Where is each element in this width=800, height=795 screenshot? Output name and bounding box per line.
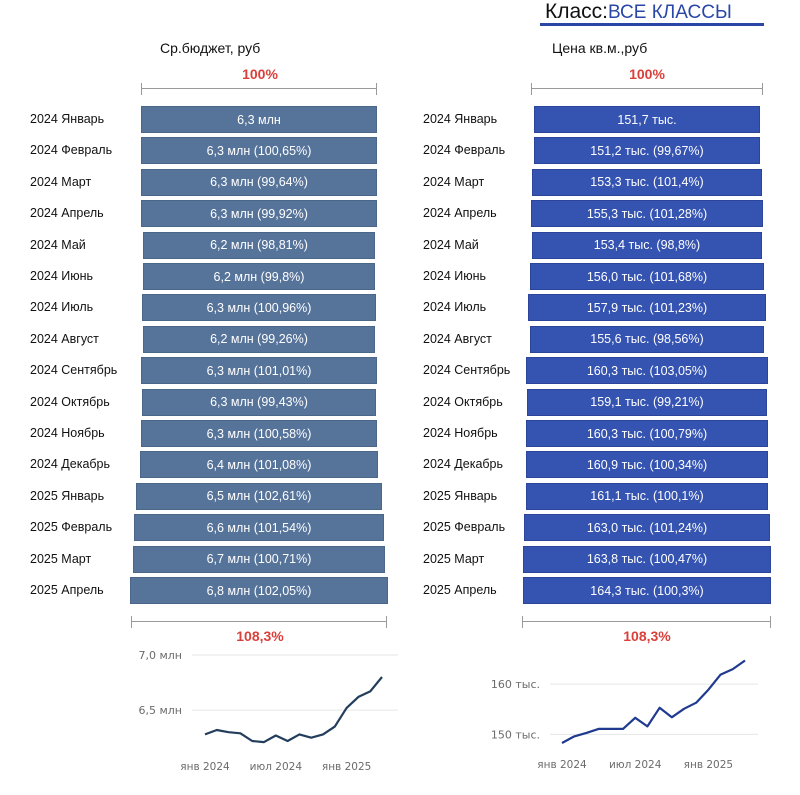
price-bar: 163,8 тыс. (100,47%) xyxy=(523,545,771,573)
price-bar: 153,3 тыс. (101,4%) xyxy=(532,168,762,196)
budget-bar: 6,4 млн (101,08%) xyxy=(139,451,379,479)
price-bar: 159,1 тыс. (99,21%) xyxy=(527,388,767,416)
price-bar: 160,3 тыс. (100,79%) xyxy=(526,420,768,447)
price-bar: 161,1 тыс. (100,1%) xyxy=(525,482,769,510)
budget-bar: 6,3 млн (100,65%) xyxy=(140,137,378,165)
y-tick-label: 150 тыс. xyxy=(491,728,540,741)
price-row-label: 2024 Октябрь xyxy=(423,394,503,409)
budget-row-label: 2024 Июль xyxy=(30,300,94,315)
price-row-label: 2025 Февраль xyxy=(423,520,506,535)
class-underline xyxy=(540,23,764,26)
budget-row-label: 2025 Апрель xyxy=(30,583,104,597)
budget-row-label: 2024 Февраль xyxy=(30,143,113,158)
x-tick-label: янв 2024 xyxy=(537,759,587,771)
budget-row-label: 2024 Март xyxy=(30,174,92,189)
price-row-label: 2025 Январь xyxy=(423,488,498,503)
budget-row-label: 2024 Апрель xyxy=(30,206,104,221)
x-tick-label: янв 2025 xyxy=(322,761,371,773)
budget-row-label: 2024 Июнь xyxy=(30,269,94,283)
class-filter[interactable]: Класс:ВСЕ КЛАССЫ xyxy=(545,0,732,24)
class-value[interactable]: ВСЕ КЛАССЫ xyxy=(608,2,732,23)
budget-line-chart: 6,5 млн 7,0 млн янв 2024 июл 2024 янв 2025 xyxy=(138,649,398,773)
budget-bar: 6,2 млн (99,26%) xyxy=(142,325,376,353)
series-line xyxy=(204,676,383,744)
budget-bar: 6,6 млн (101,54%) xyxy=(133,514,385,542)
budget-row-label: 2024 Ноябрь xyxy=(30,426,105,440)
budget-row-label: 2025 Январь xyxy=(30,488,105,503)
price-bar: 164,3 тыс. (100,3%) xyxy=(523,577,771,604)
budget-row-label: 2024 Август xyxy=(30,331,99,346)
budget-bar: 6,2 млн (98,81%) xyxy=(142,231,376,259)
price-bar: 153,4 тыс. (98,8%) xyxy=(532,231,762,259)
price-bar: 160,3 тыс. (103,05%) xyxy=(526,357,768,385)
price-line-chart: 150 тыс. 160 тыс. янв 2024 июл 2024 янв 2025 xyxy=(491,659,758,771)
price-bottom-range xyxy=(522,616,771,628)
price-bar: 151,7 тыс. xyxy=(533,106,761,133)
budget-title: Ср.бюджет, руб xyxy=(160,40,261,56)
budget-bar: 6,7 млн (100,71%) xyxy=(132,545,386,573)
price-row-label: 2024 Ноябрь xyxy=(423,426,498,440)
budget-row-label: 2024 Май xyxy=(30,237,86,252)
price-row-label: 2025 Апрель xyxy=(423,583,497,597)
price-top-range xyxy=(531,83,763,95)
budget-row-label: 2025 Февраль xyxy=(30,520,113,535)
price-row-label: 2024 Июнь xyxy=(423,269,487,283)
price-row-label: 2024 Сентябрь xyxy=(423,363,511,378)
price-row-label: 2024 Август xyxy=(423,331,492,346)
price-bottom-pct: 108,3% xyxy=(623,628,671,644)
price-bar: 163,0 тыс. (101,24%) xyxy=(524,514,770,542)
x-tick-label: янв 2024 xyxy=(180,761,230,773)
y-tick-label: 6,5 млн xyxy=(138,704,182,717)
price-bar: 157,9 тыс. (101,23%) xyxy=(528,294,766,322)
class-label: Класс: xyxy=(545,0,608,23)
budget-top-range xyxy=(141,83,377,95)
budget-bar: 6,5 млн (102,61%) xyxy=(136,482,382,510)
x-tick-label: июл 2024 xyxy=(250,761,303,773)
budget-bar: 6,8 млн (102,05%) xyxy=(130,577,388,604)
x-tick-label: янв 2025 xyxy=(684,759,733,771)
price-row-label: 2024 Май xyxy=(423,237,479,252)
budget-bar: 6,3 млн (99,43%) xyxy=(142,388,376,416)
y-tick-label: 160 тыс. xyxy=(491,678,540,691)
series-line xyxy=(561,659,746,744)
price-bar: 156,0 тыс. (101,68%) xyxy=(529,263,765,290)
price-row-label: 2024 Июль xyxy=(423,300,487,315)
budget-row-label: 2024 Январь xyxy=(30,112,105,126)
price-row-label: 2024 Апрель xyxy=(423,206,497,221)
budget-bar: 6,3 млн (99,64%) xyxy=(141,168,377,196)
budget-bar: 6,3 млн xyxy=(141,106,377,133)
budget-top-pct: 100% xyxy=(242,66,278,82)
y-tick-label: 7,0 млн xyxy=(138,649,182,662)
budget-bottom-range xyxy=(131,616,387,628)
budget-row-label: 2024 Сентябрь xyxy=(30,363,118,378)
budget-bottom-pct: 108,3% xyxy=(236,628,284,644)
price-bar: 155,6 тыс. (98,56%) xyxy=(530,325,764,353)
price-row-label: 2024 Декабрь xyxy=(423,457,504,472)
price-bar: 160,9 тыс. (100,34%) xyxy=(525,451,769,479)
budget-bar: 6,3 млн (100,96%) xyxy=(141,294,377,322)
budget-bar: 6,3 млн (100,58%) xyxy=(141,420,377,447)
price-top-pct: 100% xyxy=(629,66,665,82)
price-row-label: 2025 Март xyxy=(423,551,485,566)
price-row-label: 2024 Январь xyxy=(423,112,498,126)
price-title: Цена кв.м.,руб xyxy=(552,40,648,56)
budget-row-label: 2024 Декабрь xyxy=(30,457,111,472)
budget-bar: 6,2 млн (99,8%) xyxy=(143,263,375,290)
budget-bar: 6,3 млн (101,01%) xyxy=(141,357,377,385)
budget-row-label: 2024 Октябрь xyxy=(30,394,110,409)
x-tick-label: июл 2024 xyxy=(609,759,662,771)
budget-row-label: 2025 Март xyxy=(30,551,92,566)
budget-bar: 6,3 млн (99,92%) xyxy=(141,200,377,228)
price-row-label: 2024 Март xyxy=(423,174,485,189)
price-bar: 151,2 тыс. (99,67%) xyxy=(534,137,760,165)
price-bar: 155,3 тыс. (101,28%) xyxy=(530,200,764,228)
price-row-label: 2024 Февраль xyxy=(423,143,506,158)
